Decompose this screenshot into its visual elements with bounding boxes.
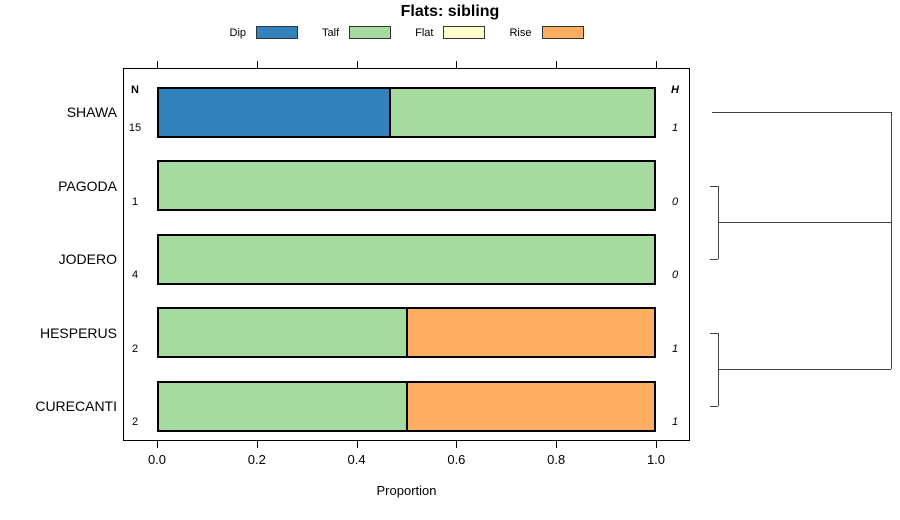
n-column-header: N [131,84,139,96]
x-tick-label: 0.6 [447,452,466,467]
row-label: SHAWA [66,104,117,120]
legend-item: Rise [509,26,584,39]
x-tick-label: 0.8 [547,452,566,467]
n-value: 2 [131,342,139,355]
x-tick-top [256,61,258,68]
n-value: 4 [131,269,139,281]
x-axis-title: Proportion [376,483,437,498]
bar-row [157,380,656,432]
bar-segment-talf [389,88,654,136]
legend-swatch [443,26,486,39]
bar-segment-talf [159,309,406,356]
x-tick-label: 0.4 [347,452,366,467]
legend-item: Talf [322,26,392,39]
x-tick-bottom [256,441,258,448]
bar-segment-dip [159,88,390,136]
legend-item: Flat [415,26,486,39]
legend-label: Rise [509,26,532,39]
legend-swatch [349,26,392,39]
row-label: JODERO [58,251,117,267]
x-tick-top [456,61,458,68]
legend-label: Talf [322,26,340,39]
h-column-header: H [671,84,679,96]
x-tick-label: 0.0 [147,452,167,467]
h-value: 0 [671,269,679,281]
legend-label: Dip [229,26,247,39]
row-label: CURECANTI [35,398,117,414]
x-tick-label: 0.2 [247,452,266,467]
h-value: 1 [671,416,679,428]
x-tick-top [656,61,657,68]
legend-swatch [541,26,584,39]
dendrogram-line [710,185,718,187]
bar-row [157,160,656,211]
bar-segment-talf [159,382,406,430]
dendrogram-line [718,222,891,224]
dendrogram-line [710,332,718,334]
bar-segment-rise [405,382,654,430]
bar-row [157,86,656,138]
h-value: 0 [671,195,679,208]
h-value: 1 [671,122,679,134]
n-value: 1 [131,195,139,208]
dendrogram-line [710,406,718,407]
h-value: 1 [671,342,679,355]
legend-label: Flat [415,26,434,39]
bar-row [157,307,656,358]
n-value: 2 [131,416,139,428]
x-tick-top [556,61,558,68]
x-tick-bottom [456,441,458,448]
dendrogram-line [718,369,891,371]
legend-swatch [256,26,299,39]
dendrogram-line [891,112,892,370]
x-tick-bottom [157,441,158,448]
x-tick-top [356,61,358,68]
row-label: PAGODA [58,177,117,194]
row-label: HESPERUS [39,324,117,341]
n-value: 15 [128,122,142,134]
bar-segment-rise [405,309,654,356]
bar-segment-talf [159,162,654,209]
legend-item: Dip [230,26,299,39]
x-tick-top [157,61,158,68]
legend: Dip Talf Flat Rise [123,26,690,39]
chart-title: Flats: sibling [400,3,500,20]
bar-row [157,233,656,285]
dendrogram-line [712,112,891,113]
x-tick-bottom [556,441,558,448]
dendrogram-line [710,259,718,260]
x-tick-bottom [356,441,358,448]
x-tick-bottom [656,441,657,448]
bar-segment-talf [159,235,654,283]
x-tick-label: 1.0 [646,452,666,467]
